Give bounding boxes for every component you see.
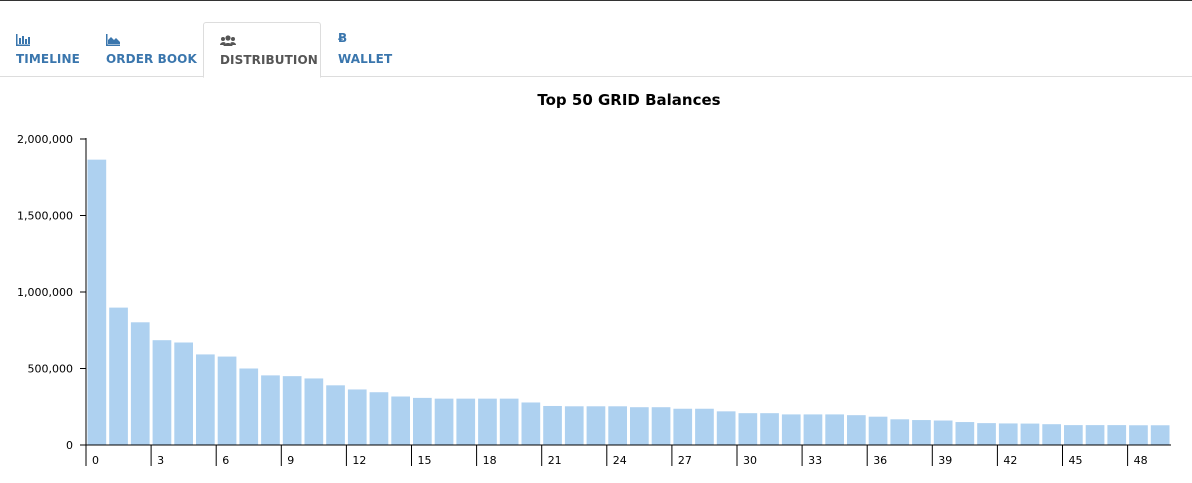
bar-28	[695, 408, 714, 445]
bar-37	[890, 419, 910, 445]
tab-bar: TIMELINE ORDER BOOK DISTRIBUTION Ƀ WALLE…	[0, 0, 1192, 78]
bar-12	[347, 389, 367, 445]
bar-22	[564, 406, 584, 445]
bar-33	[803, 414, 823, 445]
x-tick-label: 39	[938, 454, 952, 467]
x-tick-label: 9	[287, 454, 294, 467]
bar-31	[760, 413, 779, 445]
bar-19	[499, 398, 519, 445]
bar-30	[738, 413, 758, 445]
bar-16	[434, 398, 454, 445]
x-tick-label: 36	[873, 454, 887, 467]
tab-wallet-label: WALLET	[338, 52, 393, 66]
bar-35	[847, 415, 866, 445]
bar-34	[825, 414, 844, 445]
bar-4	[174, 342, 193, 445]
tab-order-book[interactable]: ORDER BOOK	[92, 22, 202, 77]
bar-26	[651, 407, 671, 445]
bar-47	[1107, 425, 1127, 445]
bar-chart-icon	[16, 34, 30, 46]
bar-18	[478, 398, 497, 445]
x-tick-label: 12	[352, 454, 366, 467]
bar-40	[955, 422, 975, 445]
bar-10	[304, 378, 324, 445]
bar-41	[977, 423, 996, 445]
y-tick-label: 1,500,000	[17, 210, 73, 223]
bar-44	[1042, 424, 1061, 445]
bar-25	[630, 407, 649, 445]
bar-27	[673, 408, 693, 445]
tab-order-book-label: ORDER BOOK	[106, 52, 197, 66]
x-tick-label: 48	[1134, 454, 1148, 467]
tab-timeline[interactable]: TIMELINE	[2, 22, 92, 77]
x-axis: 0 3 6 9 12 15 18 21 24 27 30 33 36 39 42 45 48	[85, 444, 1171, 467]
bitcoin-icon: Ƀ	[338, 31, 348, 45]
x-tick-label: 42	[1003, 454, 1017, 467]
bar-21	[543, 405, 562, 445]
bar-39	[933, 420, 953, 445]
bars-group	[87, 159, 1170, 445]
y-axis: 0 500,000 1,000,000 1,500,000 2,000,000	[17, 133, 87, 452]
users-icon	[220, 35, 236, 46]
tab-timeline-label: TIMELINE	[16, 52, 80, 66]
bar-48	[1129, 425, 1148, 445]
bar-43	[1020, 423, 1040, 445]
y-tick-label: 0	[66, 439, 73, 452]
y-tick-label: 2,000,000	[17, 133, 73, 146]
x-tick-label: 33	[808, 454, 822, 467]
area-chart-icon	[106, 34, 120, 46]
bar-17	[456, 398, 476, 445]
x-tick-label: 6	[222, 454, 229, 467]
chart-title: Top 50 GRID Balances	[537, 91, 720, 109]
bar-42	[998, 423, 1018, 445]
x-tick-label: 21	[548, 454, 562, 467]
bar-5	[196, 354, 215, 445]
bar-9	[282, 376, 302, 445]
x-tick-label: 0	[92, 454, 99, 467]
x-tick-label: 45	[1069, 454, 1083, 467]
tab-distribution-label: DISTRIBUTION	[220, 53, 318, 67]
bar-38	[912, 420, 931, 445]
bar-11	[326, 385, 345, 445]
bar-8	[261, 375, 280, 445]
x-tick-label: 18	[483, 454, 497, 467]
window-top-border	[0, 0, 1192, 1]
bar-32	[781, 414, 801, 445]
bar-0	[87, 159, 107, 445]
x-tick-label: 24	[613, 454, 627, 467]
x-tick-label: 3	[157, 454, 164, 467]
bar-49	[1150, 425, 1170, 445]
y-tick-label: 500,000	[28, 363, 74, 376]
bar-14	[391, 396, 410, 445]
x-tick-label: 30	[743, 454, 757, 467]
bar-7	[239, 368, 259, 445]
bar-2	[130, 322, 150, 445]
bar-24	[608, 406, 627, 445]
tab-distribution[interactable]: DISTRIBUTION	[203, 22, 321, 78]
x-tick-label: 15	[418, 454, 432, 467]
y-tick-label: 1,000,000	[17, 286, 73, 299]
bar-13	[369, 392, 389, 445]
x-tick-label: 27	[678, 454, 692, 467]
bar-15	[413, 397, 432, 445]
bar-1	[109, 307, 128, 445]
bar-6	[217, 356, 237, 445]
bar-45	[1064, 425, 1083, 445]
bar-23	[586, 406, 606, 445]
bar-36	[868, 416, 888, 445]
tab-wallet[interactable]: Ƀ WALLET	[324, 22, 404, 77]
bar-29	[716, 411, 736, 445]
bar-46	[1085, 425, 1105, 445]
bar-3	[152, 340, 172, 445]
bar-20	[521, 402, 541, 445]
balance-distribution-chart: Top 50 GRID Balances 0 500,000 1,000,000 1,…	[17, 91, 1171, 467]
